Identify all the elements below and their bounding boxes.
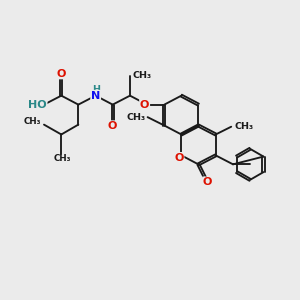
Text: O: O	[174, 153, 184, 163]
Text: O: O	[140, 100, 149, 110]
Text: CH₃: CH₃	[133, 71, 152, 80]
Text: CH₃: CH₃	[23, 116, 41, 125]
Text: O: O	[57, 69, 66, 79]
Text: O: O	[203, 177, 212, 187]
Text: CH₃: CH₃	[234, 122, 253, 131]
Text: HO: HO	[28, 100, 47, 110]
Text: H: H	[92, 85, 100, 94]
Text: CH₃: CH₃	[54, 154, 72, 164]
Text: O: O	[108, 121, 117, 131]
Text: CH₃: CH₃	[126, 113, 145, 122]
Text: N: N	[91, 91, 100, 101]
